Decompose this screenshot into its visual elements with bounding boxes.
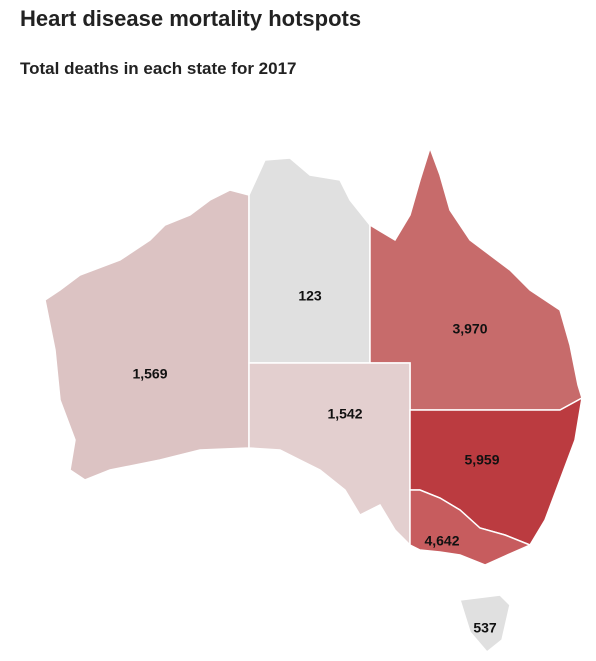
region bbox=[409, 489, 532, 566]
region bbox=[44, 189, 250, 481]
region bbox=[248, 362, 411, 547]
title: Heart disease mortality hotspots bbox=[20, 6, 361, 31]
region bbox=[248, 157, 371, 364]
value-label: 1,569 bbox=[132, 366, 167, 382]
value-label: 123 bbox=[298, 288, 322, 304]
value-label: 5,959 bbox=[464, 452, 499, 468]
region bbox=[459, 594, 511, 654]
value-label: 537 bbox=[473, 620, 497, 636]
subtitle: Total deaths in each state for 2017 bbox=[20, 59, 297, 78]
regions bbox=[44, 145, 583, 654]
value-labels: 1,569 123 3,970 1,542 5,959 4,642 537 bbox=[132, 288, 499, 636]
value-label: 3,970 bbox=[452, 321, 487, 337]
value-label: 4,642 bbox=[424, 533, 459, 549]
value-label: 1,542 bbox=[327, 406, 362, 422]
